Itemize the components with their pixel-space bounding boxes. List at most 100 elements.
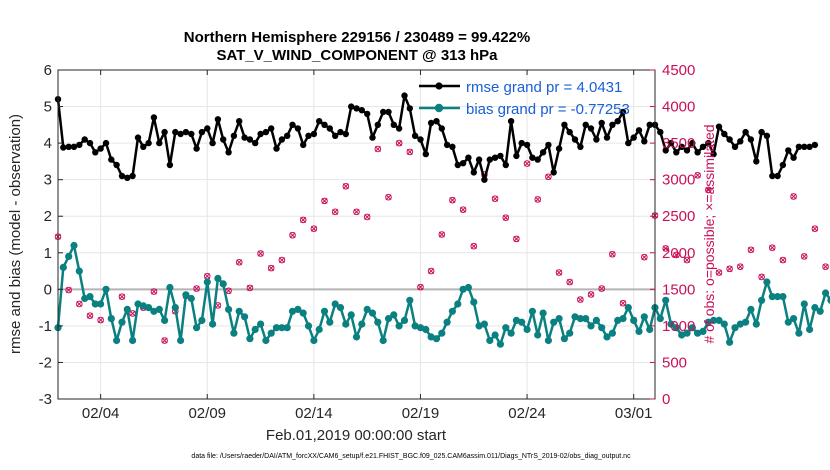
obs-point-28 — [353, 208, 360, 216]
rmse-point-114 — [662, 147, 669, 154]
obs-point-51 — [598, 285, 605, 292]
obs-assimilated-marker-42 — [502, 214, 509, 221]
rmse-point-54 — [342, 130, 349, 138]
obs-assimilated-marker-19 — [257, 250, 264, 257]
rmse-point-122 — [705, 139, 712, 147]
obs-point-33 — [406, 148, 414, 156]
bias-point-99 — [582, 315, 590, 323]
rmse-point-126 — [726, 136, 733, 143]
y-tick-label-7: 4 — [44, 135, 52, 152]
bias-point-100 — [587, 322, 595, 330]
obs-assimilated-marker-61 — [705, 186, 712, 193]
obs-assimilated-marker-9 — [150, 288, 157, 295]
bias-point-133 — [763, 278, 771, 286]
bias-point-14 — [129, 336, 137, 345]
bias-point-3 — [70, 241, 78, 250]
rmse-point-55 — [348, 103, 355, 110]
obs-assimilated-marker-47 — [556, 269, 563, 276]
rmse-point-130 — [747, 136, 755, 143]
obs-possible-marker-50 — [587, 291, 595, 298]
obs-assimilated-marker-44 — [524, 160, 531, 167]
obs-point-52 — [609, 250, 616, 258]
rmse-point-92 — [545, 141, 552, 149]
obs-possible-marker-49 — [577, 296, 584, 303]
rmse-point-90 — [534, 156, 541, 163]
y-right-tick-label-6: 3000 — [662, 172, 695, 189]
obs-assimilated-marker-16 — [225, 287, 232, 294]
obs-point-10 — [161, 337, 168, 344]
bias-point-11 — [113, 336, 121, 345]
rmse-point-97 — [571, 136, 579, 143]
obs-possible-marker-27 — [342, 182, 350, 190]
bias-point-33 — [230, 329, 238, 337]
rmse-point-111 — [646, 121, 653, 128]
bias-point-104 — [608, 329, 617, 337]
rmse-point-96 — [566, 128, 573, 136]
bias-point-29 — [209, 320, 217, 328]
obs-assimilated-marker-68 — [779, 257, 786, 264]
bias-point-39 — [262, 336, 270, 345]
rmse-point-37 — [252, 139, 259, 147]
bias-point-56 — [352, 333, 361, 341]
obs-assimilated-marker-7 — [129, 310, 136, 317]
obs-point-24 — [310, 225, 318, 232]
bias-point-44 — [288, 307, 297, 315]
obs-point-17 — [235, 258, 243, 266]
obs-assimilated-marker-55 — [641, 254, 648, 261]
bias-point-28 — [203, 278, 211, 286]
rmse-point-39 — [262, 128, 270, 136]
rmse-point-125 — [721, 130, 728, 138]
y-right-tick-label-3: 1500 — [662, 281, 695, 298]
rmse-point-139 — [795, 143, 803, 150]
bias-point-10 — [107, 315, 115, 323]
obs-possible-marker-22 — [289, 231, 296, 239]
obs-point-53 — [619, 299, 627, 307]
obs-possible-marker-63 — [726, 265, 733, 273]
obs-possible-marker-34 — [417, 283, 424, 291]
bias-point-123 — [710, 316, 718, 324]
bias-point-131 — [752, 320, 760, 328]
obs-point-26 — [331, 208, 339, 216]
bias-point-1 — [59, 263, 67, 271]
bias-point-84 — [502, 324, 510, 332]
bias-point-115 — [667, 320, 675, 328]
x-tick-label-0: 02/04 — [82, 405, 120, 422]
obs-point-32 — [395, 139, 403, 147]
rmse-point-94 — [555, 145, 563, 152]
rmse-point-133 — [763, 132, 771, 139]
bias-point-87 — [518, 318, 526, 326]
obs-assimilated-marker-59 — [684, 257, 690, 264]
bias-point-83 — [496, 340, 504, 348]
obs-possible-marker-19 — [257, 250, 264, 257]
rmse-point-104 — [609, 121, 616, 128]
rmse-point-79 — [475, 156, 483, 163]
bias-point-26 — [193, 324, 201, 332]
obs-point-1 — [65, 286, 72, 294]
obs-point-62 — [715, 269, 723, 276]
rmse-point-35 — [241, 134, 248, 141]
bias-point-114 — [662, 296, 670, 304]
obs-point-59 — [683, 256, 691, 264]
plot-area — [58, 70, 655, 399]
obs-possible-marker-55 — [641, 253, 648, 261]
bias-point-22 — [171, 304, 179, 312]
bias-point-42 — [278, 324, 286, 332]
rmse-point-140 — [801, 143, 808, 150]
bias-point-55 — [347, 311, 355, 319]
rmse-point-62 — [385, 108, 392, 116]
rmse-point-118 — [683, 147, 691, 154]
obs-possible-marker-30 — [374, 145, 382, 153]
obs-assimilated-marker-27 — [342, 183, 349, 190]
rmse-point-109 — [635, 127, 643, 134]
bias-point-140 — [800, 300, 808, 308]
bias-point-111 — [646, 325, 654, 334]
y-axis-left: -3 -2 -1 0 1 2 3 4 5 6 — [39, 62, 63, 408]
rmse-point-116 — [673, 149, 680, 156]
obs-point-65 — [747, 246, 755, 254]
rmse-point-98 — [577, 143, 584, 150]
bias-point-58 — [363, 305, 371, 313]
bias-point-38 — [257, 320, 265, 328]
bias-point-121 — [699, 327, 707, 335]
bias-point-116 — [672, 324, 680, 332]
rmse-point-38 — [257, 130, 264, 138]
